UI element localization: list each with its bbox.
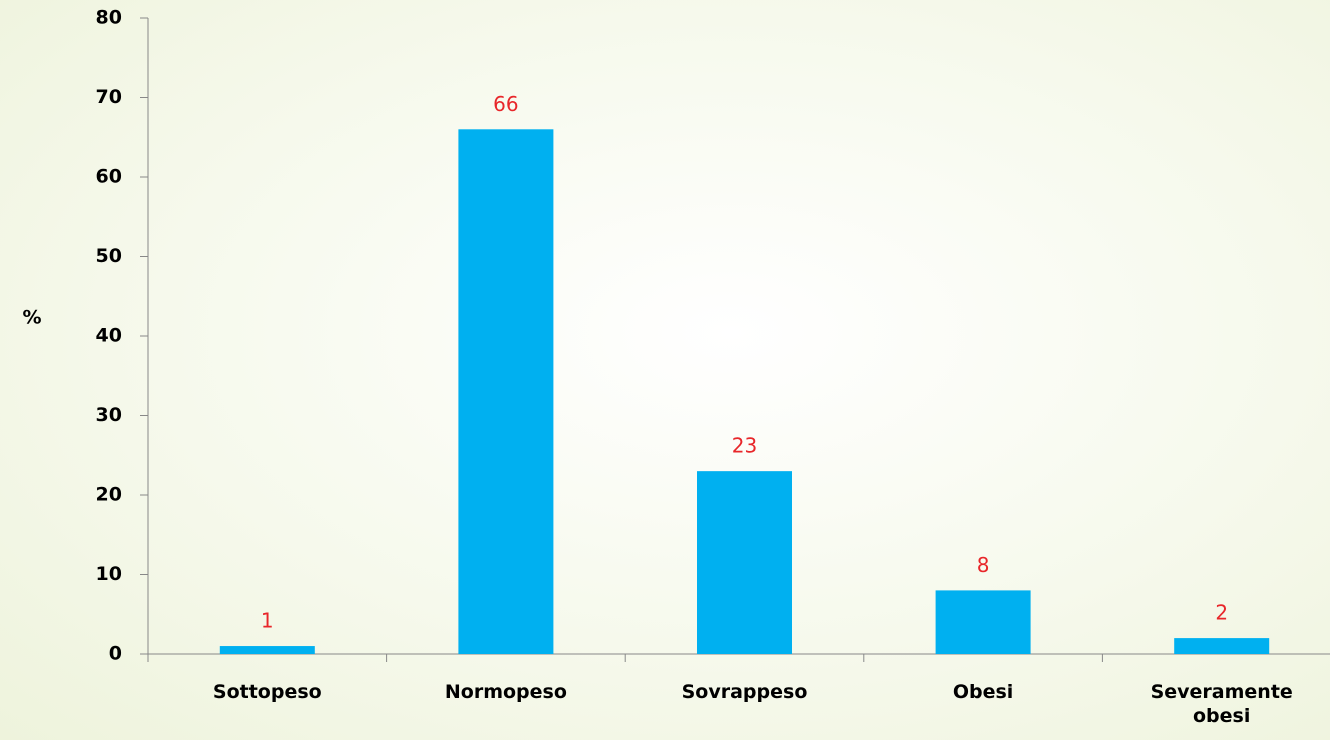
data-label: 2	[1215, 601, 1228, 625]
y-tick-label: 50	[96, 245, 122, 267]
y-axis-label: %	[22, 307, 41, 329]
y-tick-label: 60	[96, 166, 122, 188]
y-tick-label: 80	[96, 7, 122, 29]
y-tick-label: 40	[96, 325, 122, 347]
y-tick-label: 70	[96, 86, 122, 108]
data-label: 66	[493, 92, 518, 116]
x-tick-label: Normopeso	[444, 681, 567, 703]
bar	[935, 590, 1031, 654]
data-label: 8	[977, 553, 990, 577]
x-tick-label: Obesi	[952, 681, 1014, 703]
bar	[697, 471, 792, 654]
bar	[1174, 638, 1270, 654]
y-tick-label: 20	[96, 484, 122, 506]
y-tick-label: 30	[96, 404, 122, 426]
y-tick-label: 0	[109, 643, 122, 665]
bar	[458, 129, 554, 655]
data-label: 1	[261, 609, 274, 633]
x-tick-label: Severamente obesi	[1150, 681, 1293, 727]
x-tick-label: Sovrappeso	[681, 681, 808, 703]
data-label: 23	[732, 434, 757, 458]
x-tick-label: Sottopeso	[212, 681, 322, 703]
y-tick-label: 10	[96, 563, 122, 585]
bar	[219, 646, 315, 654]
